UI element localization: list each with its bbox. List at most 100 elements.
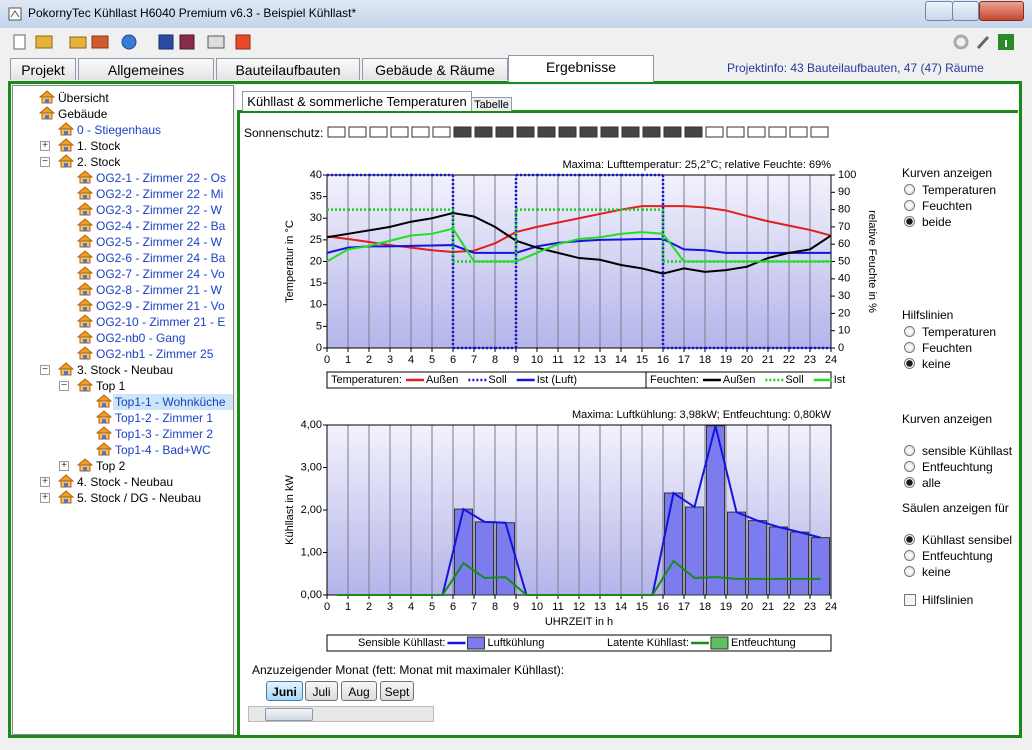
radio[interactable]	[904, 445, 915, 456]
tab[interactable]: Gebäude & Räume	[362, 58, 508, 80]
tree-node[interactable]: Gebäude	[58, 107, 108, 121]
bar	[495, 522, 516, 596]
tree-node[interactable]: Top1-2 - Zimmer 1	[115, 411, 214, 425]
x-tick-label: 12	[573, 354, 585, 366]
tool-open[interactable]	[35, 35, 53, 49]
month-button[interactable]: Sept	[380, 681, 414, 701]
tree-icon	[77, 266, 93, 280]
x-tick-label: 2	[366, 354, 372, 366]
scrollbar[interactable]	[248, 706, 434, 722]
checkbox[interactable]	[904, 594, 916, 606]
tree-node[interactable]: Übersicht	[58, 91, 109, 105]
tree-node[interactable]: 3. Stock - Neubau	[77, 363, 174, 377]
tree-node[interactable]: 1. Stock	[77, 139, 121, 153]
tab[interactable]: Bauteilaufbauten	[216, 58, 360, 80]
radio[interactable]	[904, 534, 915, 545]
tree-icon	[96, 442, 112, 456]
tool-new[interactable]	[13, 34, 26, 50]
x-tick-label: 23	[804, 354, 816, 366]
tool-print[interactable]	[207, 35, 225, 49]
tree-node[interactable]: OG2-6 - Zimmer 24 - Ba	[96, 251, 226, 265]
tree-node[interactable]: Top1-1 - Wohnküche	[115, 395, 226, 409]
tab[interactable]: Allgemeines	[78, 58, 214, 80]
tree-expander[interactable]: +	[40, 141, 50, 151]
tool-refresh[interactable]	[121, 34, 137, 50]
tree-node[interactable]: Top1-4 - Bad+WC	[115, 443, 211, 457]
radio[interactable]	[904, 477, 915, 488]
tree-node[interactable]: OG2-8 - Zimmer 21 - W	[96, 283, 223, 297]
radio[interactable]	[904, 461, 915, 472]
app-icon	[8, 7, 22, 21]
tab[interactable]: Projekt	[10, 58, 76, 80]
tree-node[interactable]: OG2-nb1 - Zimmer 25	[96, 347, 214, 361]
checkbox-label[interactable]: Hilfslinien	[922, 593, 974, 607]
radio-label[interactable]: keine	[922, 357, 951, 371]
x-tick-label: 17	[678, 354, 690, 366]
radio-label[interactable]: sensible Kühllast	[922, 444, 1013, 458]
tree-node[interactable]: OG2-10 - Zimmer 21 - E	[96, 315, 226, 329]
radio[interactable]	[904, 326, 915, 337]
radio[interactable]	[904, 200, 915, 211]
tree-node[interactable]: 4. Stock - Neubau	[77, 475, 174, 489]
scroll-thumb[interactable]	[265, 708, 313, 721]
radio-label[interactable]: Entfeuchtung	[922, 549, 993, 563]
month-button[interactable]: Juli	[305, 681, 338, 701]
y-tick-label: 5	[316, 320, 322, 332]
radio-label[interactable]: Feuchten	[922, 341, 973, 355]
tree-expander[interactable]: −	[40, 365, 50, 375]
subtab[interactable]: Tabelle	[471, 97, 512, 111]
tree-expander[interactable]: +	[59, 461, 69, 471]
tree-expander[interactable]: +	[40, 477, 50, 487]
radio[interactable]	[904, 342, 915, 353]
tool-import[interactable]	[91, 35, 109, 49]
tree-node[interactable]: Top 2	[96, 459, 126, 473]
tree-expander[interactable]: −	[59, 381, 69, 391]
tree-node[interactable]: OG2-3 - Zimmer 22 - W	[96, 203, 223, 217]
tree-node[interactable]: OG2-2 - Zimmer 22 - Mi	[96, 187, 224, 201]
tool-save-as[interactable]	[179, 34, 195, 50]
tool-exit[interactable]	[235, 34, 251, 50]
tree-expander[interactable]: −	[40, 157, 50, 167]
radio-label[interactable]: Entfeuchtung	[922, 460, 993, 474]
radio-label[interactable]: Feuchten	[922, 199, 973, 213]
radio[interactable]	[904, 216, 915, 227]
radio-label[interactable]: Temperaturen	[922, 325, 997, 339]
tool-options[interactable]	[976, 35, 990, 50]
radio[interactable]	[904, 550, 915, 561]
bar	[810, 537, 831, 596]
tool-folder[interactable]	[69, 36, 87, 49]
tool-settings[interactable]	[953, 34, 969, 50]
radio-label[interactable]: keine	[922, 565, 951, 579]
tree-expander[interactable]: +	[40, 493, 50, 503]
tree-node[interactable]: OG2-nb0 - Gang	[96, 331, 186, 345]
month-button[interactable]: Aug	[341, 681, 377, 701]
tree-node[interactable]: Top1-3 - Zimmer 2	[115, 427, 214, 441]
tree-node[interactable]: 2. Stock	[77, 155, 121, 169]
month-button[interactable]: Juni	[266, 681, 303, 701]
tree-node[interactable]: 0 - Stiegenhaus	[77, 123, 162, 137]
radio-label[interactable]: Kühllast sensibel	[922, 533, 1013, 547]
tree-node[interactable]: 5. Stock / DG - Neubau	[77, 491, 202, 505]
x-tick-label: 4	[408, 601, 414, 613]
tree-node[interactable]: OG2-9 - Zimmer 21 - Vo	[96, 299, 225, 313]
x-tick-label: 5	[429, 601, 435, 613]
subtab[interactable]: Kühllast & sommerliche Temperaturen	[242, 91, 472, 111]
maximize-button[interactable]	[952, 1, 979, 21]
tree-node[interactable]: OG2-1 - Zimmer 22 - Os	[96, 171, 227, 185]
tool-save[interactable]	[158, 34, 174, 50]
tree-node[interactable]: Top 1	[96, 379, 126, 393]
radio-label[interactable]: alle	[922, 476, 941, 490]
radio-label[interactable]: beide	[922, 215, 952, 229]
radio[interactable]	[904, 566, 915, 577]
radio-label[interactable]: Temperaturen	[922, 183, 997, 197]
radio[interactable]	[904, 358, 915, 369]
close-button[interactable]	[979, 1, 1024, 21]
sun-protection-box	[558, 126, 577, 138]
tree-node[interactable]: OG2-5 - Zimmer 24 - W	[96, 235, 223, 249]
tree-node[interactable]: OG2-7 - Zimmer 24 - Vo	[96, 267, 225, 281]
x-tick-label: 0	[324, 601, 330, 613]
sun-protection-box	[411, 126, 430, 138]
radio[interactable]	[904, 184, 915, 195]
tab[interactable]: Ergebnisse	[508, 55, 654, 82]
tree-node[interactable]: OG2-4 - Zimmer 22 - Ba	[96, 219, 226, 233]
